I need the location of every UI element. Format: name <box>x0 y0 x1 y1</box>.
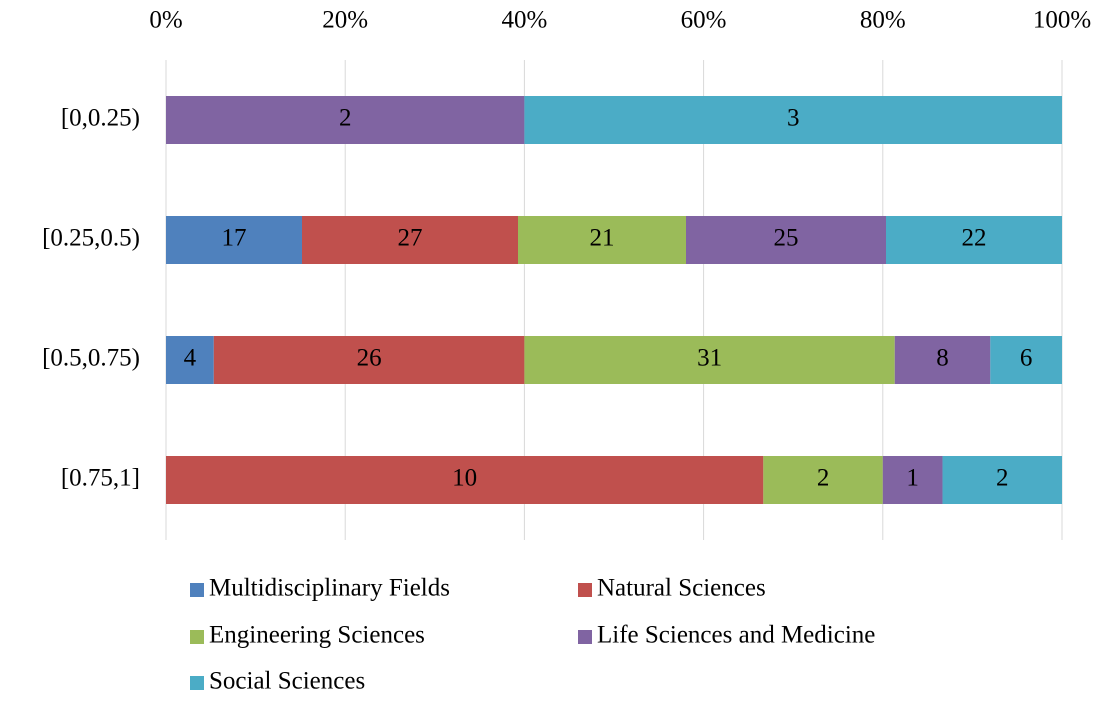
bar-segment <box>763 456 883 504</box>
data-label: 21 <box>590 225 615 252</box>
data-label: 22 <box>962 225 987 252</box>
legend-swatch <box>578 583 592 597</box>
legend-swatch <box>190 630 204 644</box>
data-label: 17 <box>222 225 247 252</box>
x-tick-label: 100% <box>1033 7 1091 34</box>
bar-segment <box>990 336 1062 384</box>
data-label: 10 <box>452 465 477 492</box>
legend-label: Social Sciences <box>209 668 365 695</box>
x-tick-label: 40% <box>501 7 547 34</box>
x-tick-label: 60% <box>681 7 727 34</box>
legend-label: Life Sciences and Medicine <box>597 622 875 649</box>
bar-segment <box>894 336 991 384</box>
bar-segment <box>302 216 518 264</box>
bar-segment <box>166 336 214 384</box>
data-label: 2 <box>817 465 830 492</box>
x-tick-label: 80% <box>860 7 906 34</box>
y-tick-label: [0.5,0.75) <box>42 345 140 372</box>
data-label: 8 <box>936 345 949 372</box>
data-label: 25 <box>774 225 799 252</box>
legend-label: Engineering Sciences <box>209 622 425 649</box>
x-tick-label: 0% <box>149 7 182 34</box>
x-tick-label: 20% <box>322 7 368 34</box>
bar-segment <box>166 456 764 504</box>
data-label: 2 <box>996 465 1009 492</box>
y-tick-label: [0.75,1] <box>61 465 140 492</box>
legend-swatch <box>578 630 592 644</box>
data-label: 3 <box>787 105 800 132</box>
bar-segment <box>166 96 525 144</box>
bar-segment <box>942 456 1062 504</box>
data-label: 26 <box>357 345 382 372</box>
y-tick-label: [0,0.25) <box>61 105 140 132</box>
bar-segment <box>213 336 525 384</box>
data-label: 31 <box>697 345 722 372</box>
y-tick-label: [0.25,0.5) <box>42 225 140 252</box>
bar-segment <box>518 216 686 264</box>
data-label: 4 <box>184 345 197 372</box>
bar-segment <box>886 216 1062 264</box>
data-label: 1 <box>906 465 919 492</box>
bar-segment <box>686 216 886 264</box>
data-label: 2 <box>339 105 352 132</box>
legend-swatch <box>190 676 204 690</box>
legend-swatch <box>190 583 204 597</box>
bar-segment <box>524 96 1062 144</box>
legend-label: Natural Sciences <box>597 575 766 602</box>
legend-label: Multidisciplinary Fields <box>209 575 450 602</box>
bar-segment <box>166 216 302 264</box>
data-label: 6 <box>1020 345 1033 372</box>
data-label: 27 <box>398 225 423 252</box>
bar-segment <box>524 336 895 384</box>
bar-segment <box>882 456 943 504</box>
